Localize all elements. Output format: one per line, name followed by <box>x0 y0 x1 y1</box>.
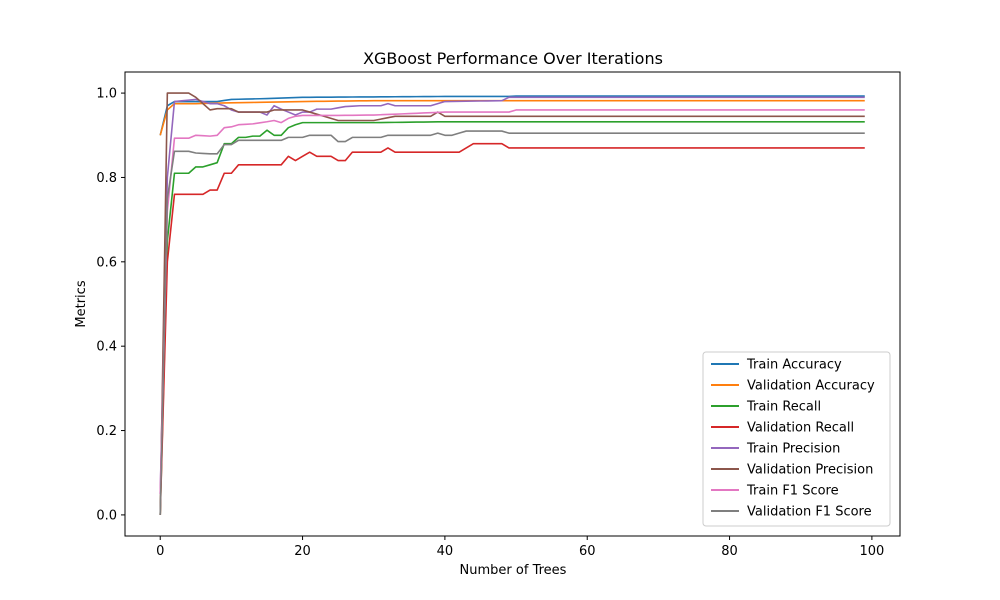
series-line-2 <box>159 99 865 136</box>
legend-entry: Train Precision <box>746 442 840 457</box>
plot-frame <box>124 71 901 537</box>
legend-entry: Validation F1 Score <box>747 505 872 520</box>
series-line-5 <box>159 96 865 494</box>
legend: Train Accuracy Validation Accuracy Train R… <box>702 351 891 527</box>
legend-entry: Validation Recall <box>747 421 854 436</box>
chart-title: XGBoost Performance Over Iterations <box>363 49 663 68</box>
series-line-3 <box>159 120 865 515</box>
y-tick-label: 0.0 <box>96 508 117 523</box>
x-tick-label: 100 <box>859 544 884 559</box>
legend-box <box>702 351 891 527</box>
series-layer <box>159 92 865 515</box>
x-tick-label: 80 <box>721 544 738 559</box>
series-line-8 <box>159 130 865 515</box>
y-tick-label: 0.2 <box>96 424 117 439</box>
legend-entry: Validation Precision <box>747 463 873 478</box>
x-tick-label: 40 <box>437 544 454 559</box>
x-tick-label: 20 <box>294 544 311 559</box>
legend-entry: Train Recall <box>746 400 821 415</box>
legend-entry: Validation Accuracy <box>747 379 875 394</box>
y-tick-label: 0.6 <box>96 255 117 270</box>
x-axis: 0 20 40 60 80 100 <box>156 536 884 559</box>
y-axis: 0.0 0.2 0.4 0.6 0.8 1.0 <box>96 87 125 523</box>
series-line-7 <box>159 109 865 494</box>
legend-entry: Train F1 Score <box>746 484 839 499</box>
x-tick-label: 60 <box>579 544 596 559</box>
series-line-1 <box>159 95 865 136</box>
y-axis-label: Metrics <box>74 280 89 327</box>
x-tick-label: 0 <box>156 544 164 559</box>
series-line-4 <box>159 142 865 515</box>
y-tick-label: 0.4 <box>96 340 117 355</box>
series-line-6 <box>159 92 865 515</box>
legend-entry: Train Accuracy <box>746 358 842 373</box>
x-axis-label: Number of Trees <box>460 563 567 578</box>
y-tick-label: 0.8 <box>96 171 117 186</box>
y-tick-label: 1.0 <box>96 87 117 102</box>
